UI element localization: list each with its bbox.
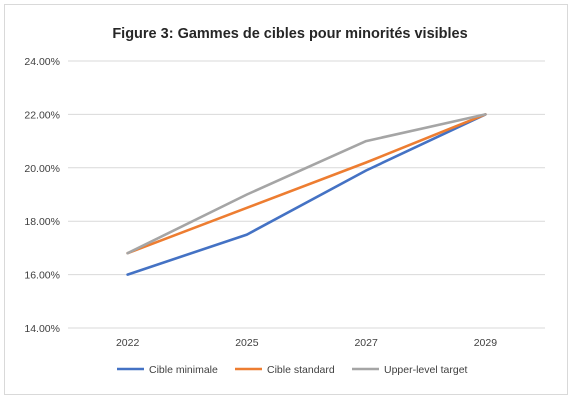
chart-frame [4,4,568,395]
y-tick-label: 14.00% [24,323,60,335]
series-lines [126,113,487,276]
y-tick-label: 24.00% [24,56,60,68]
gridlines [68,60,545,329]
x-tick-label: 2027 [354,337,378,349]
x-tick-label: 2025 [235,337,259,349]
legend-label: Cible standard [267,364,335,376]
legend: Cible minimale Cible standard Upper-level … [117,364,468,376]
y-tick-label: 20.00% [24,163,60,175]
series-line-1 [126,113,487,276]
x-tick-label: 2022 [116,337,140,349]
legend-label: Cible minimale [149,364,218,376]
series-line-3 [126,113,487,255]
x-axis-tick-labels: 2022 2025 2027 2029 [116,337,497,349]
y-tick-label: 22.00% [24,109,60,121]
series-line-2 [126,113,487,255]
y-tick-label: 18.00% [24,216,60,228]
x-tick-label: 2029 [474,337,498,349]
y-axis-tick-labels: 14.00% 16.00% 18.00% 20.00% 22.00% 24.00% [24,56,60,335]
y-tick-label: 16.00% [24,270,60,282]
chart-title: Figure 3: Gammes de cibles pour minorité… [112,26,467,42]
legend-label: Upper-level target [384,364,468,376]
